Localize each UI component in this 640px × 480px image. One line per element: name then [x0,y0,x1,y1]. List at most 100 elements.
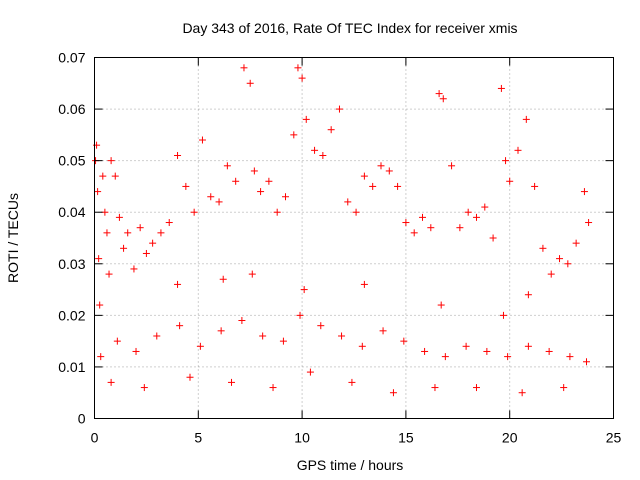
data-point [115,213,123,221]
data-point [483,347,491,355]
data-point [190,208,198,216]
data-point [441,353,449,361]
data-point [95,255,103,263]
data-point [296,311,304,319]
x-tick-label: 10 [294,430,310,446]
data-point [504,353,512,361]
data-point [410,229,418,237]
data-point [130,265,138,273]
data-point [379,327,387,335]
data-point [547,270,555,278]
data-point [165,219,173,227]
data-point [518,389,526,397]
data-point [335,105,343,113]
data-point [481,203,489,211]
data-point [273,208,281,216]
data-point [142,249,150,257]
data-point [472,384,480,392]
data-point [585,219,593,227]
data-point [176,322,184,330]
data-point [472,213,480,221]
data-point [238,317,246,325]
y-tick-label: 0.06 [58,101,85,117]
data-point [419,213,427,221]
data-point [524,342,532,350]
data-point [344,198,352,206]
data-point [96,301,104,309]
data-point [435,90,443,98]
data-point [427,224,435,232]
data-point [489,234,497,242]
data-point [580,188,588,196]
data-point [120,244,128,252]
data-point [377,162,385,170]
data-point [506,177,514,185]
data-point [105,270,113,278]
data-point [157,229,165,237]
data-point [338,332,346,340]
data-point [583,358,591,366]
data-point [132,347,140,355]
data-point [400,337,408,345]
x-axis-title: GPS time / hours [297,457,404,473]
data-point [352,208,360,216]
data-point [311,146,319,154]
data-point [281,193,289,201]
data-point [358,342,366,350]
data-point [462,342,470,350]
data-point [302,115,310,123]
data-point [153,332,161,340]
data-point [360,280,368,288]
data-point [348,378,356,386]
data-point [439,95,447,103]
chart-title: Day 343 of 2016, Rate Of TEC Index for r… [182,20,517,36]
data-point [514,146,522,154]
data-point [124,229,132,237]
data-point [300,286,308,294]
data-point [232,177,240,185]
data-point [499,311,507,319]
data-point [564,260,572,268]
y-tick-label: 0.05 [58,153,85,169]
data-point [456,224,464,232]
data-point [111,172,119,180]
data-point [174,151,182,159]
data-point [421,347,429,355]
x-tick-label: 0 [91,430,99,446]
data-points [92,64,593,397]
data-point [103,229,111,237]
data-point [560,384,568,392]
data-point [94,188,102,196]
data-point [545,347,553,355]
data-point [431,384,439,392]
data-point [385,167,393,175]
data-point [113,337,121,345]
data-point [524,291,532,299]
data-point [265,177,273,185]
data-point [207,193,215,201]
data-point [539,244,547,252]
y-tick-label: 0.07 [58,50,85,66]
data-point [279,337,287,345]
data-point [182,182,190,190]
data-point [259,332,267,340]
data-point [250,167,258,175]
data-point [136,224,144,232]
data-point [464,208,472,216]
data-point [290,131,298,139]
data-point [248,270,256,278]
data-point [319,151,327,159]
data-point [448,162,456,170]
data-point [402,219,410,227]
data-point [369,182,377,190]
y-tick-label: 0.04 [58,204,85,220]
data-point [360,172,368,180]
data-point [174,280,182,288]
data-point [531,182,539,190]
data-point [294,64,302,72]
data-point [240,64,248,72]
data-point [572,239,580,247]
data-point [99,172,107,180]
data-point [140,384,148,392]
